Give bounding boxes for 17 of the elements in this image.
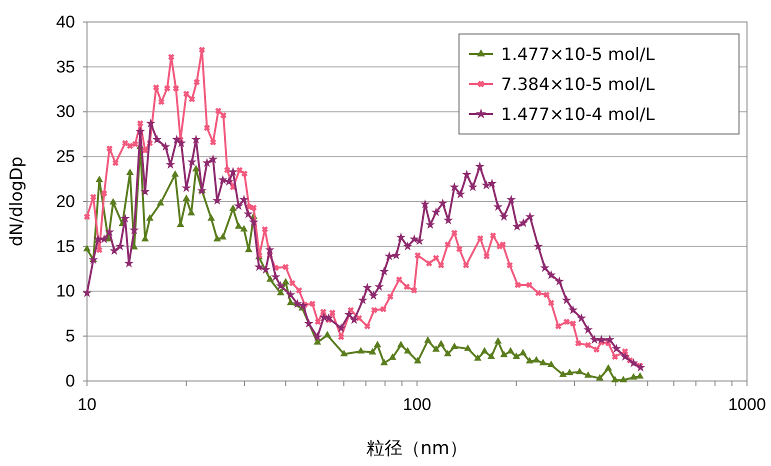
y-tick-label: 40 <box>56 12 75 32</box>
legend-label: 1.477×10-5 mol/L <box>501 45 656 65</box>
y-tick-label: 10 <box>56 282 75 301</box>
y-tick-label: 5 <box>66 326 75 346</box>
legend-label: 7.384×10-5 mol/L <box>501 75 656 95</box>
x-tick-label: 10 <box>78 395 96 414</box>
y-tick-label: 25 <box>56 147 75 166</box>
x-axis-title: 粒径（nm） <box>366 438 468 459</box>
y-tick-label: 0 <box>66 371 75 390</box>
y-axis-title: dN/dlogDp <box>7 156 27 246</box>
x-tick-label: 100 <box>402 395 432 414</box>
y-tick-label: 30 <box>56 102 75 122</box>
x-tick-label: 1000 <box>728 395 766 414</box>
y-tick-label: 35 <box>56 57 75 76</box>
legend-label: 1.477×10-4 mol/L <box>501 105 656 125</box>
y-tick-label: 15 <box>56 236 75 256</box>
y-tick-label: 20 <box>56 192 75 211</box>
